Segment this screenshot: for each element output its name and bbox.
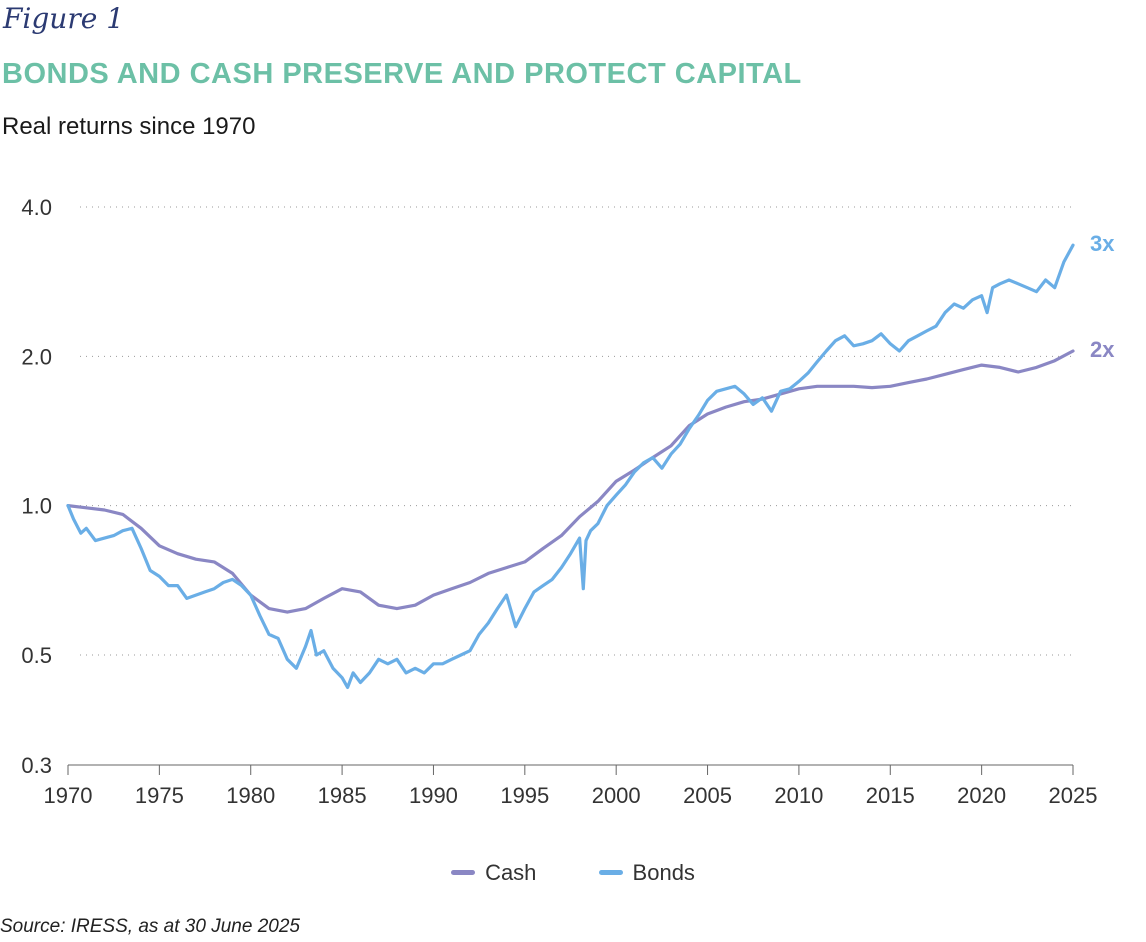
y-tick-label-0.3: 0.3 <box>21 753 52 778</box>
x-tick-label-2005: 2005 <box>683 783 732 808</box>
legend-item-cash: Cash <box>451 860 536 886</box>
y-tick-label-1.0: 1.0 <box>21 494 52 519</box>
grid-lines <box>80 206 1073 656</box>
chart-subtitle: Real returns since 1970 <box>2 113 256 140</box>
legend-item-bonds: Bonds <box>598 859 695 886</box>
x-tick-label-1980: 1980 <box>226 783 275 808</box>
series-lines <box>66 243 1075 689</box>
y-tick-label-0.5: 0.5 <box>21 643 52 668</box>
x-tick-label-2025: 2025 <box>1049 783 1098 808</box>
x-axis <box>67 764 1074 775</box>
x-tick-label-2000: 2000 <box>592 783 641 808</box>
x-tick-label-1990: 1990 <box>409 783 458 808</box>
x-axis-tick-labels: 1970 1975 1980 1985 1990 1995 2000 2005 2010 2015… <box>44 783 1098 808</box>
end-label-cash: 2x <box>1090 337 1115 362</box>
legend-swatch-bonds <box>598 870 623 875</box>
legend-swatch-cash <box>451 870 476 875</box>
legend: Cash Bonds <box>0 855 1146 886</box>
end-label-bonds: 3x <box>1090 231 1115 256</box>
legend-label-bonds: Bonds <box>632 859 695 885</box>
x-tick-label-2020: 2020 <box>957 783 1006 808</box>
series-line-cash <box>66 349 1075 614</box>
series-line-bonds <box>66 243 1075 689</box>
chart-title: BONDS AND CASH PRESERVE AND PROTECT CAPI… <box>2 58 802 90</box>
figure-label: Figure 1 <box>3 2 125 35</box>
y-tick-label-2.0: 2.0 <box>21 344 52 369</box>
legend-label-cash: Cash <box>485 859 537 885</box>
series-end-labels: 2x 3x <box>1090 231 1115 362</box>
chart-area: 0.3 0.5 1.0 2.0 4.0 1970 1975 1980 1985 1990 1995… <box>21 195 1115 808</box>
y-axis-tick-labels: 0.3 0.5 1.0 2.0 4.0 <box>21 195 52 778</box>
source-note: Source: IRESS, as at 30 June 2025 <box>0 916 300 937</box>
x-tick-label-1985: 1985 <box>318 783 367 808</box>
x-tick-label-1970: 1970 <box>44 783 93 808</box>
x-tick-label-2015: 2015 <box>866 783 915 808</box>
x-tick-label-2010: 2010 <box>774 783 823 808</box>
x-tick-label-1975: 1975 <box>135 783 184 808</box>
y-tick-label-4.0: 4.0 <box>21 195 52 220</box>
x-tick-label-1995: 1995 <box>500 783 549 808</box>
